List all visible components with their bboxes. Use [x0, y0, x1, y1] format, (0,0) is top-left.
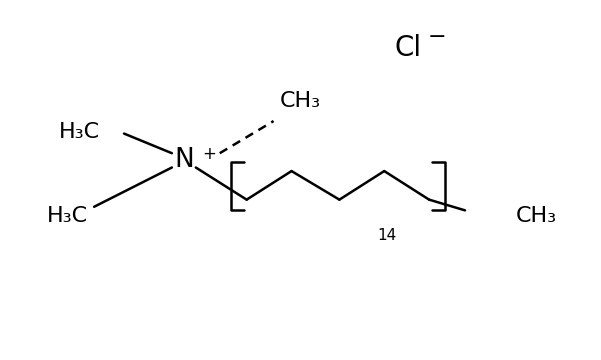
Text: N: N [174, 147, 194, 174]
Text: Cl: Cl [395, 34, 422, 62]
Text: 14: 14 [377, 228, 397, 243]
Text: +: + [203, 145, 216, 163]
Text: CH₃: CH₃ [516, 206, 557, 226]
Text: H₃C: H₃C [47, 206, 88, 226]
Text: H₃C: H₃C [58, 122, 100, 142]
Text: −: − [427, 27, 446, 47]
Text: CH₃: CH₃ [280, 91, 321, 111]
